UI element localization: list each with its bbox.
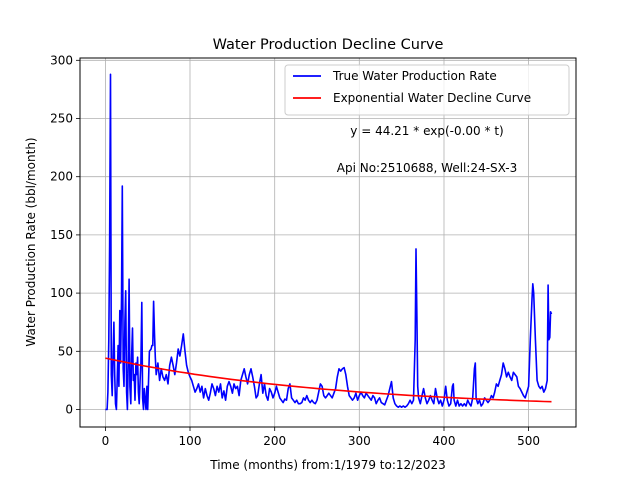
y-tick-label: 150 — [50, 228, 73, 242]
x-tick-label: 400 — [433, 434, 456, 448]
series-true-water-production-rate — [105, 73, 553, 411]
tick-layer: 0 100 200 300 400 500 0 50 100 150 200 250 300 — [50, 53, 540, 448]
y-tick-label: 200 — [50, 170, 73, 184]
y-tick-label: 50 — [58, 344, 73, 358]
x-tick-label: 0 — [102, 434, 110, 448]
y-tick-label: 300 — [50, 53, 73, 67]
x-tick-label: 200 — [263, 434, 286, 448]
x-tick-label: 100 — [179, 434, 202, 448]
legend: True Water Production Rate Exponential W… — [284, 64, 570, 116]
annotation-well: Api No:2510688, Well:24-SX-3 — [337, 161, 517, 175]
y-tick-label: 100 — [50, 286, 73, 300]
chart-title: Water Production Decline Curve — [213, 37, 444, 53]
annotation-equation: y = 44.21 * exp(-0.00 * t) — [350, 124, 503, 138]
grid-layer — [80, 58, 576, 427]
y-tick-label: 250 — [50, 112, 73, 126]
legend-label-true-rate: True Water Production Rate — [332, 69, 497, 83]
x-tick-label: 300 — [348, 434, 371, 448]
x-axis-label: Time (months) from:1/1979 to:12/2023 — [209, 458, 446, 472]
y-tick-label: 0 — [65, 403, 73, 417]
legend-box — [284, 64, 570, 116]
y-axis-label: Water Production Rate (bbl/month) — [24, 137, 38, 346]
x-tick-label: 500 — [517, 434, 540, 448]
series-layer — [105, 73, 553, 411]
legend-label-decline-curve: Exponential Water Decline Curve — [333, 91, 531, 105]
series-exponential-water-decline-curve — [105, 357, 552, 403]
plot-frame — [79, 57, 577, 428]
